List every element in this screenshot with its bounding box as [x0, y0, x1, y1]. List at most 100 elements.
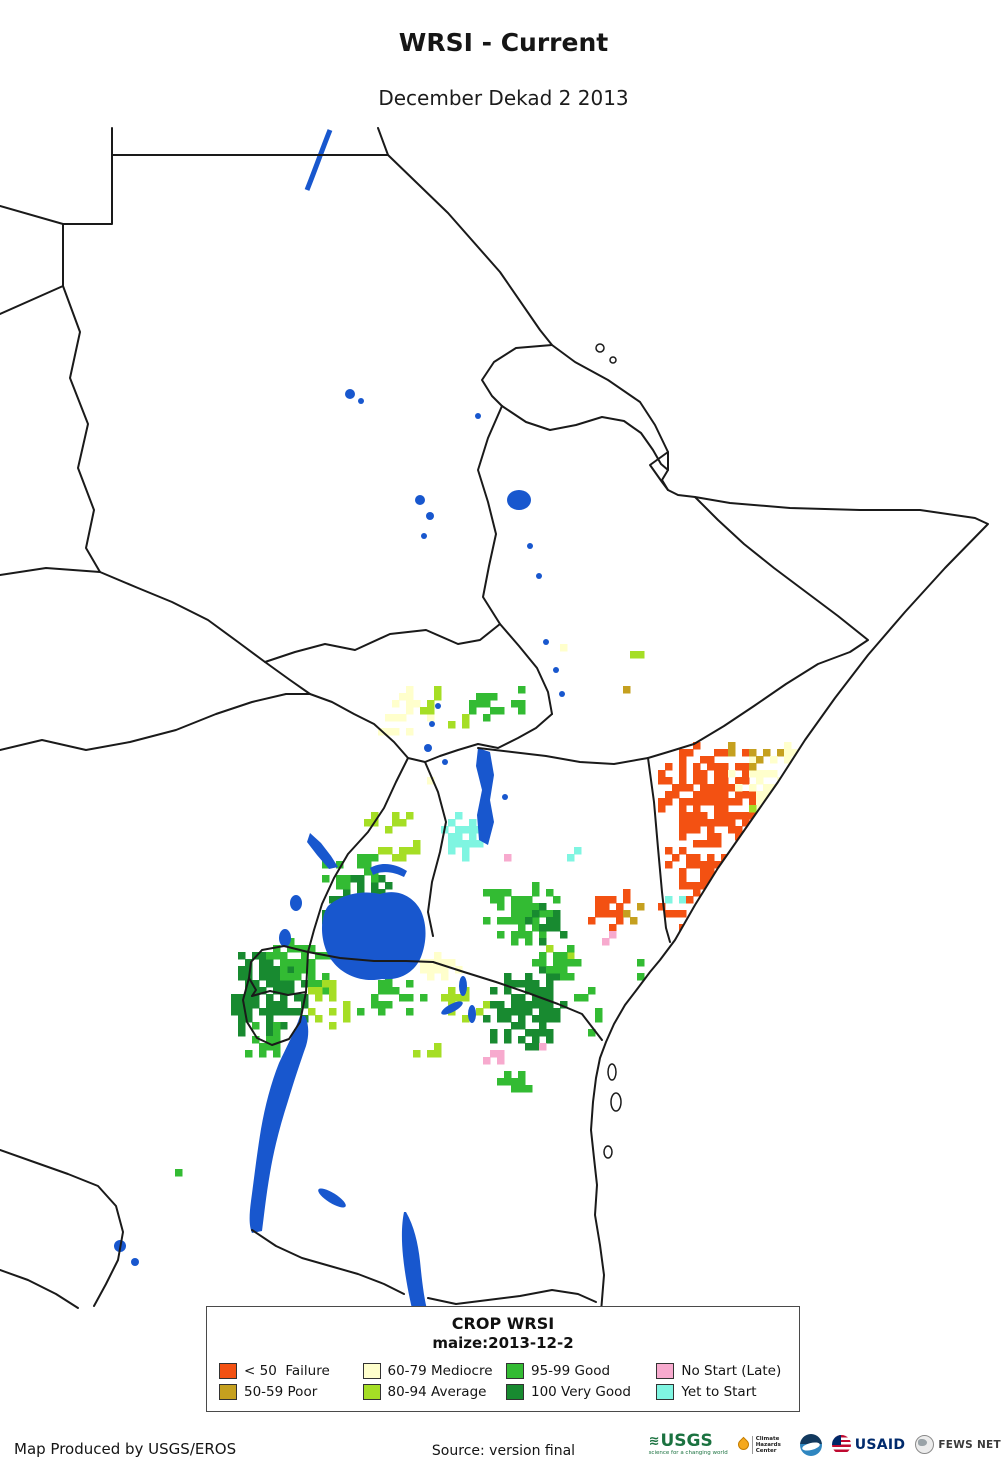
country-border [0, 1149, 124, 1307]
river-speck [429, 721, 435, 727]
river-speck [553, 667, 559, 673]
legend-item-average: 80-94 Average [362, 1381, 501, 1402]
border-rwanda [248, 945, 309, 997]
mafia-island [603, 1145, 613, 1159]
fews-net-logo: FEWS NET [915, 1435, 1001, 1455]
fews-net-text: FEWS NET [938, 1438, 1001, 1451]
climate-hazards-center-logo: Climate Hazards Center [735, 1435, 790, 1454]
source-text: Source: version final [431, 1443, 576, 1459]
lake-natron [459, 976, 467, 996]
usaid-flag-icon [831, 1435, 851, 1455]
pemba-island [607, 1063, 617, 1081]
legend-item-nostart: No Start (Late) [656, 1360, 787, 1381]
usgs-text: USGS [660, 1431, 713, 1451]
map-title: WRSI - Current [398, 28, 609, 57]
coastline [377, 127, 989, 1313]
river-speck [527, 543, 533, 549]
river-speck [424, 744, 432, 752]
border-sudan-ethiopia [477, 405, 553, 715]
border-eritrea [481, 344, 553, 407]
river-speck [502, 794, 508, 800]
border-djibouti [649, 451, 669, 491]
legend-item-poor: 50-59 Poor [219, 1381, 357, 1402]
river-speck [442, 759, 448, 765]
legend-item-good: 95-99 Good [506, 1360, 650, 1381]
drop-icon [735, 1437, 751, 1453]
lake-rukwa [318, 1188, 346, 1208]
lake-turkana [476, 748, 494, 845]
produced-by-text: Map Produced by USGS/EROS [14, 1440, 237, 1458]
legend-swatch-average [362, 1383, 381, 1400]
country-border [99, 571, 311, 695]
river-speck [543, 639, 549, 645]
legend-swatch-verygood [506, 1383, 524, 1400]
border-kenya-ethiopia [477, 747, 649, 765]
map-subtitle: December Dekad 2 2013 [378, 86, 629, 110]
river-speck [415, 495, 425, 505]
islands [595, 343, 622, 1159]
lake-kivu [279, 929, 291, 947]
legend-swatch-nostart [656, 1362, 675, 1379]
legend-swatch-good [506, 1362, 524, 1379]
river-speck [559, 691, 565, 697]
usaid-text: USAID [854, 1436, 906, 1453]
lake-speck [131, 1258, 139, 1266]
dahlak-island [595, 343, 605, 353]
legend-label: No Start (Late) [681, 1362, 782, 1379]
legend-label: < 50 Failure [244, 1362, 330, 1379]
border-tanzania-south [251, 1229, 405, 1295]
noaa-seal-icon [799, 1433, 822, 1456]
country-border [0, 693, 311, 751]
usaid-logo: USAID [831, 1435, 906, 1455]
legend-swatch-yet [656, 1383, 675, 1400]
river-speck [536, 573, 542, 579]
border-south-sudan-south [424, 713, 553, 763]
legend-item-verygood: 100 Very Good [506, 1381, 650, 1402]
river-speck [421, 533, 427, 539]
border-burundi [242, 977, 307, 1046]
border-uganda-drc [307, 757, 409, 953]
legend-label: 80-94 Average [387, 1383, 487, 1400]
legend-item-yet: Yet to Start [656, 1381, 787, 1402]
legend-swatch-poor [219, 1383, 237, 1400]
legend: CROP WRSI maize:2013-12-2 < 50 Failure 50… [206, 1306, 800, 1412]
legend-label: 95-99 Good [531, 1362, 611, 1379]
country-border [62, 285, 101, 573]
legend-label: 100 Very Good [531, 1383, 631, 1400]
border-ethiopia-somalia [647, 496, 869, 759]
country-border [0, 567, 101, 576]
river-speck [435, 703, 441, 709]
lake-victoria [321, 892, 426, 981]
border-sudan-south-sudan [264, 623, 501, 663]
chc-text: Climate Hazards Center [751, 1435, 790, 1454]
legend-swatch-mediocre [362, 1362, 381, 1379]
border-uganda-kenya [424, 761, 447, 937]
legend-item-mediocre: 60-79 Mediocre [362, 1360, 501, 1381]
lake-eyasi [441, 1001, 463, 1015]
river-speck [426, 512, 434, 520]
border-rwanda-burundi [251, 990, 307, 997]
border-uganda-tanzania [307, 951, 434, 963]
border-kenya-somalia [647, 757, 671, 943]
water-bodies [114, 129, 565, 1313]
lake-kyoga [370, 864, 407, 877]
globe-icon [915, 1435, 935, 1455]
noaa-logo [799, 1433, 822, 1456]
nile-river [304, 129, 333, 191]
legend-items: < 50 Failure 50-59 Poor 60-79 Mediocre 80-9… [219, 1360, 787, 1402]
legend-label: 60-79 Mediocre [387, 1362, 493, 1379]
river-speck [345, 389, 355, 399]
lake-tanganyika [249, 1016, 309, 1233]
usgs-wave-icon: ≋ [648, 1434, 660, 1449]
lake-malawi [401, 1212, 428, 1313]
lake-edward [290, 895, 302, 911]
country-borders [0, 127, 989, 1313]
legend-label: Yet to Start [681, 1383, 757, 1400]
legend-label: 50-59 Poor [244, 1383, 318, 1400]
usgs-tagline: science for a changing world [648, 1450, 728, 1456]
logo-bar: ≋ USGS science for a changing world Clima… [649, 1433, 1001, 1457]
border-tanzania-south [427, 1289, 597, 1305]
usgs-wordmark: ≋ USGS [649, 1433, 713, 1450]
dahlak-island [609, 356, 617, 364]
